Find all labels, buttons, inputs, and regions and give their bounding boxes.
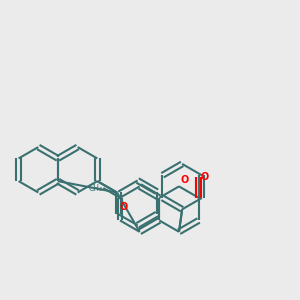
Text: O: O	[119, 202, 128, 212]
Text: O: O	[181, 175, 189, 184]
Text: CH₃: CH₃	[88, 184, 102, 193]
Text: O: O	[200, 172, 208, 182]
